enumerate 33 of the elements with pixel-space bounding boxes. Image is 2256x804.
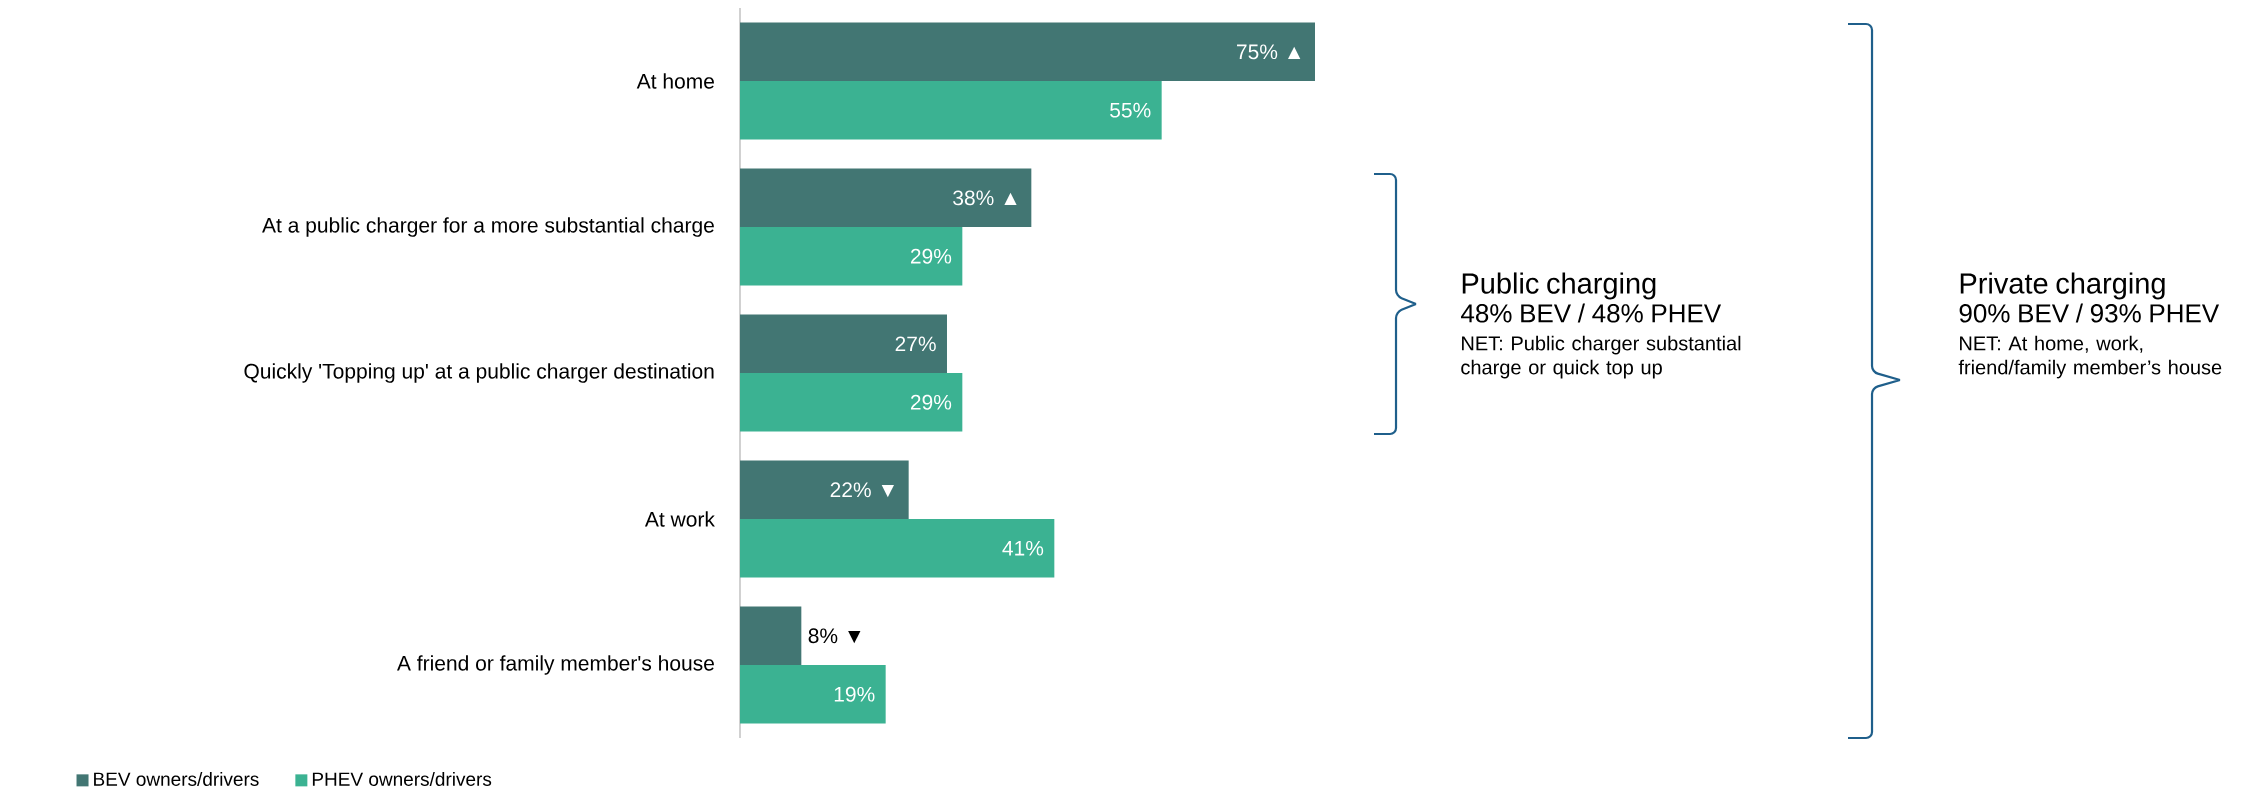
- data-label: 38% ▲: [953, 190, 1017, 206]
- data-label: 75% ▲: [1237, 44, 1301, 60]
- data-label: 55%: [1110, 102, 1151, 118]
- bar: [740, 519, 1055, 578]
- text: NET: Public charger substantial charge or quick top up: [1461, 335, 1741, 379]
- data-label: 29%: [910, 248, 952, 264]
- text: Public charging: [1462, 272, 1656, 300]
- data-label: 8% ▼: [808, 628, 861, 644]
- data-label: 22% ▼: [830, 482, 894, 498]
- bar: [740, 665, 886, 724]
- y-tick-label: A friend or family member's house: [397, 655, 714, 675]
- text: 90% BEV / 93% PHEV: [1959, 303, 2220, 323]
- data-label: 29%: [910, 394, 952, 410]
- data-label: 27%: [895, 336, 936, 352]
- y-tick-label: At work: [644, 511, 715, 527]
- bar: [740, 22, 1315, 82]
- bar: [740, 168, 1032, 228]
- legend-label: PHEV owners/drivers: [312, 771, 492, 786]
- bar: [740, 81, 1162, 140]
- bar: [740, 373, 963, 432]
- bar: [740, 227, 963, 286]
- text: 48% BEV / 48% PHEV: [1461, 303, 1722, 323]
- legend-label: BEV owners/drivers: [94, 771, 259, 786]
- bar: [740, 460, 909, 520]
- y-tick-label: At a public charger for a more substantial charge: [262, 217, 714, 237]
- data-label: 19%: [834, 686, 875, 702]
- data-label: 41%: [1002, 540, 1044, 556]
- bar: [740, 314, 947, 374]
- text: NET: At home, work, friend/family member’s house: [1958, 335, 2222, 379]
- y-tick-label: At home: [636, 73, 714, 89]
- bar: [740, 606, 802, 666]
- y-tick-label: Quickly 'Topping up' at a public charger destination: [244, 363, 714, 383]
- text: Private charging: [1960, 272, 2165, 300]
